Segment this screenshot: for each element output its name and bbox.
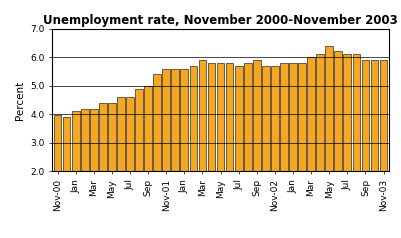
Bar <box>316 54 324 228</box>
Bar <box>190 66 197 228</box>
Bar <box>108 103 116 228</box>
Bar <box>180 69 188 228</box>
Bar <box>117 97 125 228</box>
Bar <box>271 66 279 228</box>
Bar <box>54 115 61 228</box>
Bar <box>198 60 206 228</box>
Bar <box>126 97 134 228</box>
Bar <box>81 109 89 228</box>
Bar <box>171 69 179 228</box>
Bar <box>307 57 315 228</box>
Bar <box>253 60 261 228</box>
Bar <box>144 86 152 228</box>
Bar <box>235 66 243 228</box>
Bar <box>380 60 387 228</box>
Bar <box>226 63 233 228</box>
Bar <box>334 51 342 228</box>
Bar <box>325 46 333 228</box>
Title: Unemployment rate, November 2000-November 2003: Unemployment rate, November 2000-Novembe… <box>43 14 398 27</box>
Bar <box>208 63 215 228</box>
Bar <box>289 63 297 228</box>
Bar <box>72 111 79 228</box>
Bar <box>63 117 71 228</box>
Bar <box>262 66 269 228</box>
Bar <box>362 60 369 228</box>
Bar <box>99 103 107 228</box>
Bar <box>244 63 251 228</box>
Bar <box>280 63 288 228</box>
Bar <box>153 74 161 228</box>
Y-axis label: Percent: Percent <box>14 80 24 119</box>
Bar <box>352 54 360 228</box>
Bar <box>162 69 170 228</box>
Bar <box>298 63 306 228</box>
Bar <box>371 60 378 228</box>
Bar <box>217 63 225 228</box>
Bar <box>90 109 97 228</box>
Bar <box>344 54 351 228</box>
Bar <box>135 89 143 228</box>
